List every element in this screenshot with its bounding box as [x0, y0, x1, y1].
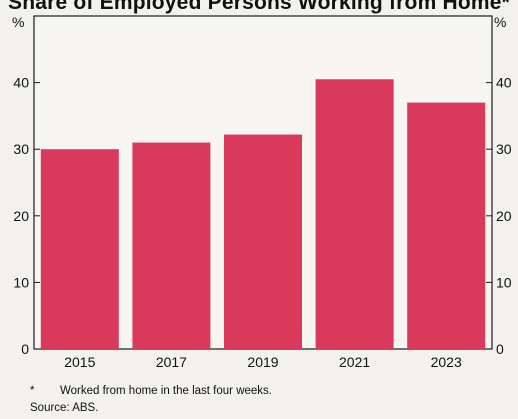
bar-2021 — [315, 79, 394, 350]
x-tick-label: 2017 — [156, 354, 187, 370]
y-tick-label-right: 30 — [496, 141, 512, 157]
y-unit-right: % — [494, 14, 506, 30]
footnote-text: Worked from home in the last four weeks. — [60, 385, 272, 397]
source-note: Source: ABS. — [30, 402, 99, 414]
y-tick-label-right: 40 — [496, 75, 512, 91]
bar-2019 — [224, 134, 302, 349]
y-tick-label-left: 0 — [21, 341, 29, 357]
footnote-marker: * — [30, 385, 35, 397]
footnote: * Worked from home in the last four weeks… — [30, 385, 272, 397]
y-tick-label-left: 20 — [13, 208, 29, 224]
x-tick-label: 2019 — [247, 354, 278, 370]
x-tick-label: 2021 — [339, 354, 370, 370]
y-tick-label-left: 30 — [13, 141, 29, 157]
y-tick-label-left: 10 — [13, 274, 29, 290]
y-tick-label-right: 0 — [496, 341, 504, 357]
x-tick-label: 2015 — [64, 354, 95, 370]
x-tick-label: 2023 — [431, 354, 462, 370]
chart-title: Share of Employed Persons Working from H… — [7, 0, 510, 14]
y-unit-left: % — [12, 14, 24, 30]
y-tick-label-right: 10 — [496, 274, 512, 290]
bar-2023 — [407, 102, 486, 349]
bar-2015 — [40, 149, 119, 349]
bar-2017 — [132, 142, 211, 349]
y-tick-label-left: 40 — [13, 75, 29, 91]
y-tick-label-right: 20 — [496, 208, 512, 224]
